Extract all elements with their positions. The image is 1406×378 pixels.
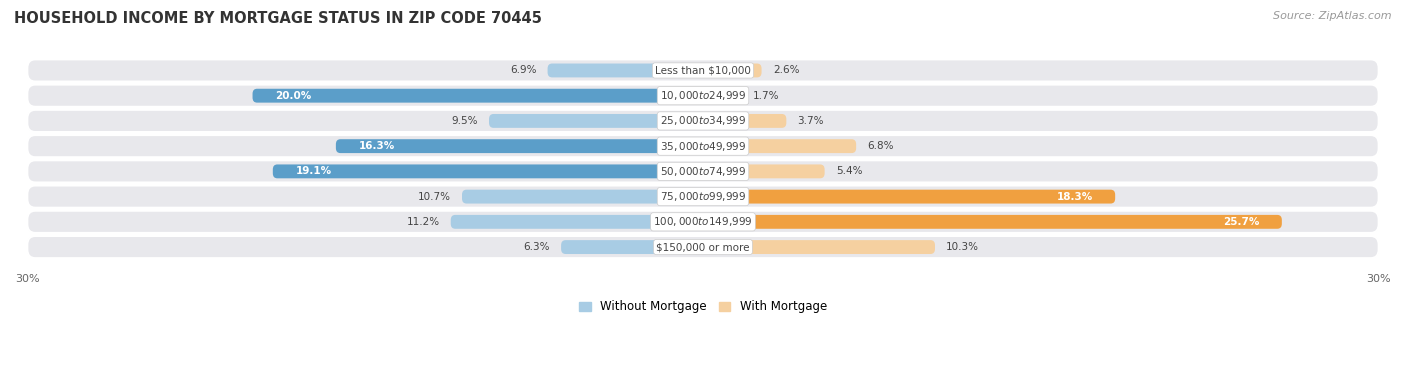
FancyBboxPatch shape — [273, 164, 703, 178]
Text: 10.7%: 10.7% — [418, 192, 451, 201]
FancyBboxPatch shape — [27, 110, 1379, 132]
FancyBboxPatch shape — [703, 240, 935, 254]
Text: 1.7%: 1.7% — [752, 91, 779, 101]
Text: HOUSEHOLD INCOME BY MORTGAGE STATUS IN ZIP CODE 70445: HOUSEHOLD INCOME BY MORTGAGE STATUS IN Z… — [14, 11, 541, 26]
FancyBboxPatch shape — [703, 139, 856, 153]
Legend: Without Mortgage, With Mortgage: Without Mortgage, With Mortgage — [574, 296, 832, 318]
Text: 5.4%: 5.4% — [837, 166, 862, 177]
Text: 2.6%: 2.6% — [773, 65, 800, 76]
FancyBboxPatch shape — [27, 160, 1379, 183]
Text: $75,000 to $99,999: $75,000 to $99,999 — [659, 190, 747, 203]
FancyBboxPatch shape — [27, 135, 1379, 157]
Text: Source: ZipAtlas.com: Source: ZipAtlas.com — [1274, 11, 1392, 21]
FancyBboxPatch shape — [703, 190, 1115, 203]
Text: 11.2%: 11.2% — [406, 217, 440, 227]
Text: 9.5%: 9.5% — [451, 116, 478, 126]
Text: 20.0%: 20.0% — [276, 91, 311, 101]
Text: $25,000 to $34,999: $25,000 to $34,999 — [659, 115, 747, 127]
Text: $10,000 to $24,999: $10,000 to $24,999 — [659, 89, 747, 102]
FancyBboxPatch shape — [703, 164, 825, 178]
FancyBboxPatch shape — [703, 215, 1282, 229]
FancyBboxPatch shape — [27, 59, 1379, 82]
Text: 6.3%: 6.3% — [523, 242, 550, 252]
FancyBboxPatch shape — [451, 215, 703, 229]
FancyBboxPatch shape — [547, 64, 703, 77]
Text: Less than $10,000: Less than $10,000 — [655, 65, 751, 76]
FancyBboxPatch shape — [27, 236, 1379, 258]
Text: $150,000 or more: $150,000 or more — [657, 242, 749, 252]
Text: 6.9%: 6.9% — [510, 65, 536, 76]
FancyBboxPatch shape — [703, 64, 762, 77]
Text: 6.8%: 6.8% — [868, 141, 894, 151]
FancyBboxPatch shape — [463, 190, 703, 203]
Text: 10.3%: 10.3% — [946, 242, 979, 252]
FancyBboxPatch shape — [253, 89, 703, 103]
FancyBboxPatch shape — [703, 114, 786, 128]
Text: 16.3%: 16.3% — [359, 141, 395, 151]
FancyBboxPatch shape — [489, 114, 703, 128]
FancyBboxPatch shape — [561, 240, 703, 254]
Text: 18.3%: 18.3% — [1056, 192, 1092, 201]
FancyBboxPatch shape — [27, 186, 1379, 208]
FancyBboxPatch shape — [336, 139, 703, 153]
Text: 25.7%: 25.7% — [1223, 217, 1260, 227]
FancyBboxPatch shape — [27, 211, 1379, 233]
Text: 19.1%: 19.1% — [295, 166, 332, 177]
Text: $50,000 to $74,999: $50,000 to $74,999 — [659, 165, 747, 178]
FancyBboxPatch shape — [27, 85, 1379, 107]
Text: $35,000 to $49,999: $35,000 to $49,999 — [659, 139, 747, 153]
Text: 3.7%: 3.7% — [797, 116, 824, 126]
Text: $100,000 to $149,999: $100,000 to $149,999 — [654, 215, 752, 228]
FancyBboxPatch shape — [703, 89, 741, 103]
